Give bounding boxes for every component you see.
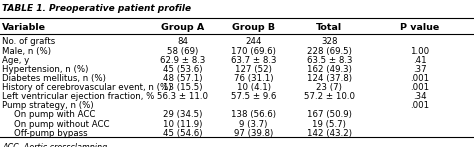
Text: 9 (3.7): 9 (3.7): [239, 120, 268, 128]
Text: No. of grafts: No. of grafts: [2, 37, 55, 46]
Text: 57.2 ± 10.0: 57.2 ± 10.0: [304, 92, 355, 101]
Text: 1.00: 1.00: [410, 47, 429, 56]
Text: .001: .001: [410, 101, 429, 110]
Text: 57.5 ± 9.6: 57.5 ± 9.6: [231, 92, 276, 101]
Text: Off-pump bypass: Off-pump bypass: [14, 129, 88, 138]
Text: 244: 244: [246, 37, 262, 46]
Text: 10 (4.1): 10 (4.1): [237, 83, 271, 92]
Text: 142 (43.2): 142 (43.2): [307, 129, 352, 138]
Text: 124 (37.8): 124 (37.8): [307, 74, 352, 83]
Text: .37: .37: [413, 65, 426, 74]
Text: Left ventricular ejection fraction, %: Left ventricular ejection fraction, %: [2, 92, 155, 101]
Text: ACC, Aortic crossclamping.: ACC, Aortic crossclamping.: [2, 143, 110, 147]
Text: 23 (7): 23 (7): [317, 83, 342, 92]
Text: 127 (52): 127 (52): [235, 65, 272, 74]
Text: .001: .001: [410, 83, 429, 92]
Text: 328: 328: [321, 37, 337, 46]
Text: 62.9 ± 8.3: 62.9 ± 8.3: [160, 56, 205, 65]
Text: 97 (39.8): 97 (39.8): [234, 129, 273, 138]
Text: 58 (69): 58 (69): [167, 47, 198, 56]
Text: On pump without ACC: On pump without ACC: [14, 120, 109, 128]
Text: Hypertension, n (%): Hypertension, n (%): [2, 65, 89, 74]
Text: TABLE 1. Preoperative patient profile: TABLE 1. Preoperative patient profile: [2, 4, 191, 13]
Text: 13 (15.5): 13 (15.5): [163, 83, 202, 92]
Text: 170 (69.6): 170 (69.6): [231, 47, 276, 56]
Text: 167 (50.9): 167 (50.9): [307, 110, 352, 119]
Text: .41: .41: [413, 56, 426, 65]
Text: 45 (54.6): 45 (54.6): [163, 129, 202, 138]
Text: 29 (34.5): 29 (34.5): [163, 110, 202, 119]
Text: P value: P value: [400, 23, 439, 32]
Text: Variable: Variable: [2, 23, 46, 32]
Text: On pump with ACC: On pump with ACC: [14, 110, 96, 119]
Text: Age, y: Age, y: [2, 56, 29, 65]
Text: Pump strategy, n (%): Pump strategy, n (%): [2, 101, 94, 110]
Text: 228 (69.5): 228 (69.5): [307, 47, 352, 56]
Text: 48 (57.1): 48 (57.1): [163, 74, 202, 83]
Text: Male, n (%): Male, n (%): [2, 47, 51, 56]
Text: Group B: Group B: [232, 23, 275, 32]
Text: 10 (11.9): 10 (11.9): [163, 120, 202, 128]
Text: Group A: Group A: [161, 23, 204, 32]
Text: 84: 84: [177, 37, 188, 46]
Text: 162 (49.3): 162 (49.3): [307, 65, 352, 74]
Text: 19 (5.7): 19 (5.7): [312, 120, 346, 128]
Text: Diabetes mellitus, n (%): Diabetes mellitus, n (%): [2, 74, 106, 83]
Text: 56.3 ± 11.0: 56.3 ± 11.0: [157, 92, 208, 101]
Text: 45 (53.6): 45 (53.6): [163, 65, 202, 74]
Text: 138 (56.6): 138 (56.6): [231, 110, 276, 119]
Text: .34: .34: [413, 92, 426, 101]
Text: History of cerebrovascular event, n (%): History of cerebrovascular event, n (%): [2, 83, 172, 92]
Text: 76 (31.1): 76 (31.1): [234, 74, 273, 83]
Text: Total: Total: [316, 23, 343, 32]
Text: .001: .001: [410, 74, 429, 83]
Text: 63.5 ± 8.3: 63.5 ± 8.3: [307, 56, 352, 65]
Text: 63.7 ± 8.3: 63.7 ± 8.3: [231, 56, 276, 65]
